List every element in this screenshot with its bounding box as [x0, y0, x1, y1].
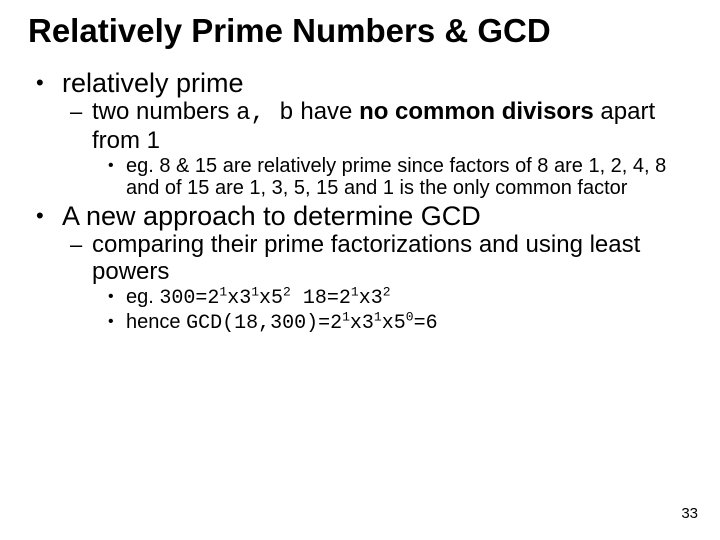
b2-ex2-g2-e: 1 — [374, 309, 382, 324]
b1-sub1-ab: a, b — [236, 100, 294, 127]
b2-ex1-a3: x5 — [259, 287, 283, 310]
b2-ex2-g3-e: 0 — [406, 309, 414, 324]
slide-title: Relatively Prime Numbers & GCD — [28, 12, 692, 50]
b2-ex2: hence GCD(18,300)=21x31x50=6 — [104, 311, 692, 335]
sublist-b2: comparing their prime factorizations and… — [62, 232, 692, 335]
b1-sub1-mid: have — [294, 98, 359, 125]
b1-ex1-text: eg. 8 & 15 are relatively prime since fa… — [126, 155, 692, 200]
b2-ex2-g2: x3 — [350, 312, 374, 335]
b2-ex2-g: GCD(18,300)=2 — [186, 312, 342, 335]
b2-ex1-sp — [291, 287, 303, 310]
b1-sub1: two numbers a, b have no common divisors… — [66, 99, 692, 200]
b2-ex1-pre: eg. — [126, 286, 159, 308]
b2-sub1-text: comparing their prime factorizations and… — [92, 232, 692, 286]
b2-ex1: eg. 300=21x31x52 18=21x32 — [104, 286, 692, 310]
bullet2-head: A new approach to determine GCD — [62, 201, 692, 232]
b2-ex2-g3: x5 — [382, 312, 406, 335]
slide: Relatively Prime Numbers & GCD relativel… — [0, 0, 720, 540]
b2-ex2-eq: =6 — [414, 312, 438, 335]
b1-sub1-text: two numbers a, b have no common divisors… — [92, 99, 692, 155]
b2-ex1-a2-e: 1 — [251, 285, 259, 300]
b2-ex2-g-e: 1 — [342, 309, 350, 324]
b2-ex2-text: hence GCD(18,300)=21x31x50=6 — [126, 311, 692, 335]
b1-sub1-pre: two numbers — [92, 98, 236, 125]
b2-ex1-a: 300=2 — [159, 287, 219, 310]
b1-ex1: eg. 8 & 15 are relatively prime since fa… — [104, 155, 692, 200]
b2-ex1-a2: x3 — [227, 287, 251, 310]
b2-ex1-b2-e: 2 — [383, 285, 391, 300]
bullet-list-level1: relatively prime two numbers a, b have n… — [28, 68, 692, 335]
b2-ex2-pre: hence — [126, 311, 186, 333]
b1-sub1-bold: no common divisors — [359, 98, 594, 125]
bullet1-head: relatively prime — [62, 68, 692, 99]
page-number: 33 — [681, 505, 698, 522]
bullet-relatively-prime: relatively prime two numbers a, b have n… — [28, 68, 692, 200]
b2-ex1-b-e: 1 — [351, 285, 359, 300]
bullet-gcd-approach: A new approach to determine GCD comparin… — [28, 201, 692, 335]
b2-sub1: comparing their prime factorizations and… — [66, 232, 692, 335]
b1-examples: eg. 8 & 15 are relatively prime since fa… — [92, 155, 692, 200]
b2-ex1-text: eg. 300=21x31x52 18=21x32 — [126, 286, 692, 310]
b2-examples: eg. 300=21x31x52 18=21x32 hence GCD(18,3… — [92, 286, 692, 335]
sublist-b1: two numbers a, b have no common divisors… — [62, 99, 692, 200]
b2-ex1-b2: x3 — [359, 287, 383, 310]
b2-ex1-a3-e: 2 — [283, 285, 291, 300]
b2-ex1-b: 18=2 — [303, 287, 351, 310]
